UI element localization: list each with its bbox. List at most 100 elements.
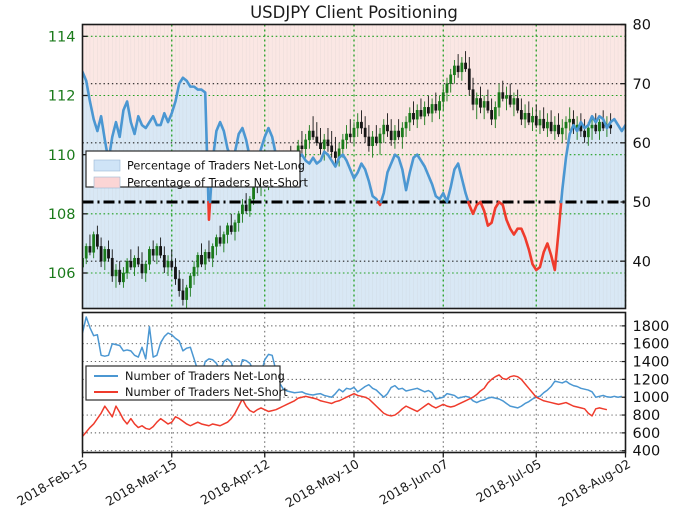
lower-legend-label: Number of Traders Net-Long [125, 370, 285, 383]
candle-body [371, 136, 374, 147]
left-axis-tick-label: 108 [48, 207, 76, 223]
net-short-percent-line [497, 200, 563, 272]
lower-legend-label: Number of Traders Net-Short [125, 386, 288, 399]
candle-body [564, 121, 568, 129]
candle-body [226, 225, 229, 235]
candle-body [467, 68, 471, 90]
candle-body [185, 287, 189, 300]
candle-body [482, 101, 486, 108]
lower-axis-tick-label: 600 [633, 426, 661, 442]
candle-body [419, 110, 423, 117]
candle-body [352, 127, 356, 138]
candle-body [386, 124, 389, 132]
candle-body [527, 113, 531, 123]
candle-body [534, 115, 538, 126]
price-sentiment-panel: 114 112 110 108 106 80 70 60 50 40 Percentage of T… [48, 18, 651, 310]
candle-body [334, 151, 337, 158]
candle-body [546, 121, 549, 129]
net-long-count-line [82, 316, 622, 409]
candle-body [107, 249, 110, 259]
candle-body [315, 136, 319, 144]
candle-body [497, 92, 501, 108]
net-long-percent-line [82, 70, 210, 204]
candle-body [415, 110, 419, 120]
right-axis-tick-label: 80 [633, 18, 651, 34]
chart-title: USDJPY Client Positioning [250, 3, 458, 22]
candle-body [456, 65, 460, 73]
candle-body [367, 136, 371, 147]
candle-body [241, 204, 244, 215]
candle-body [519, 110, 523, 120]
lower-axis-tick-label: 400 [633, 444, 661, 460]
candle-body [311, 130, 315, 138]
candle-body [449, 74, 453, 84]
candle-body [203, 252, 207, 265]
candle-body [542, 118, 546, 129]
candle-body [92, 234, 96, 253]
candle-body [319, 142, 322, 149]
lower-axis-tick-label: 800 [633, 408, 661, 424]
upper-legend-swatch [93, 159, 121, 172]
candle-body [222, 234, 226, 244]
candle-body [557, 124, 560, 135]
candle-body [140, 263, 144, 274]
upper-legend-label: Percentage of Traders Net-Long [127, 160, 305, 173]
upper-axis-labels: 114 112 110 108 106 80 70 60 50 40 [48, 18, 651, 283]
candle-body [200, 255, 203, 265]
left-axis-tick-label: 114 [48, 30, 76, 46]
candle-body [441, 92, 445, 102]
right-axis-tick-label: 50 [633, 195, 651, 211]
candle-body [322, 139, 326, 149]
candle-body [412, 113, 415, 120]
right-axis-tick-label: 40 [633, 254, 651, 270]
candle-body [501, 92, 505, 99]
left-axis-tick-label: 110 [48, 148, 76, 164]
candle-body [464, 62, 467, 70]
candle-body [125, 260, 129, 274]
candle-body [233, 222, 237, 232]
candle-body [103, 249, 107, 262]
candle-body [423, 107, 427, 117]
candle-body [490, 110, 494, 120]
upper-legend-swatch [93, 176, 121, 189]
candle-body [516, 98, 520, 111]
candle-body [389, 130, 393, 141]
candle-body [330, 145, 334, 152]
candle-body [400, 127, 404, 138]
candle-body [84, 246, 88, 259]
upper-legend: Percentage of Traders Net-Long Percentage… [85, 150, 308, 190]
trader-count-series [82, 316, 622, 437]
candle-body [122, 272, 125, 283]
upper-legend-label: Percentage of Traders Net-Short [127, 177, 308, 190]
lower-axis-tick-label: 1600 [633, 337, 670, 353]
candle-body [192, 266, 196, 277]
candle-body [549, 121, 553, 132]
candle-body [360, 121, 363, 129]
candle-body [129, 260, 133, 268]
candle-body [445, 83, 449, 93]
candle-body [207, 252, 211, 259]
upper-panel-frame [81, 23, 627, 310]
left-axis-tick-label: 112 [48, 89, 76, 105]
candle-body [486, 101, 490, 111]
candle-body [382, 124, 386, 135]
candle-body [363, 127, 367, 138]
lower-axis-tick-label: 1200 [633, 372, 670, 388]
candle-body [229, 225, 233, 232]
candle-body [523, 113, 527, 120]
candle-body [244, 204, 248, 212]
left-axis-tick-label: 106 [48, 266, 76, 282]
candle-body [426, 107, 430, 114]
candle-body [248, 198, 252, 212]
candle-body [508, 95, 512, 105]
candle-body [151, 249, 155, 256]
candle-body [404, 121, 408, 129]
candle-body [598, 121, 601, 132]
candle-body [188, 275, 192, 289]
right-axis-tick-label: 70 [633, 77, 651, 93]
candle-body [345, 133, 348, 141]
candle-body [408, 113, 412, 123]
candle-body [453, 65, 456, 76]
